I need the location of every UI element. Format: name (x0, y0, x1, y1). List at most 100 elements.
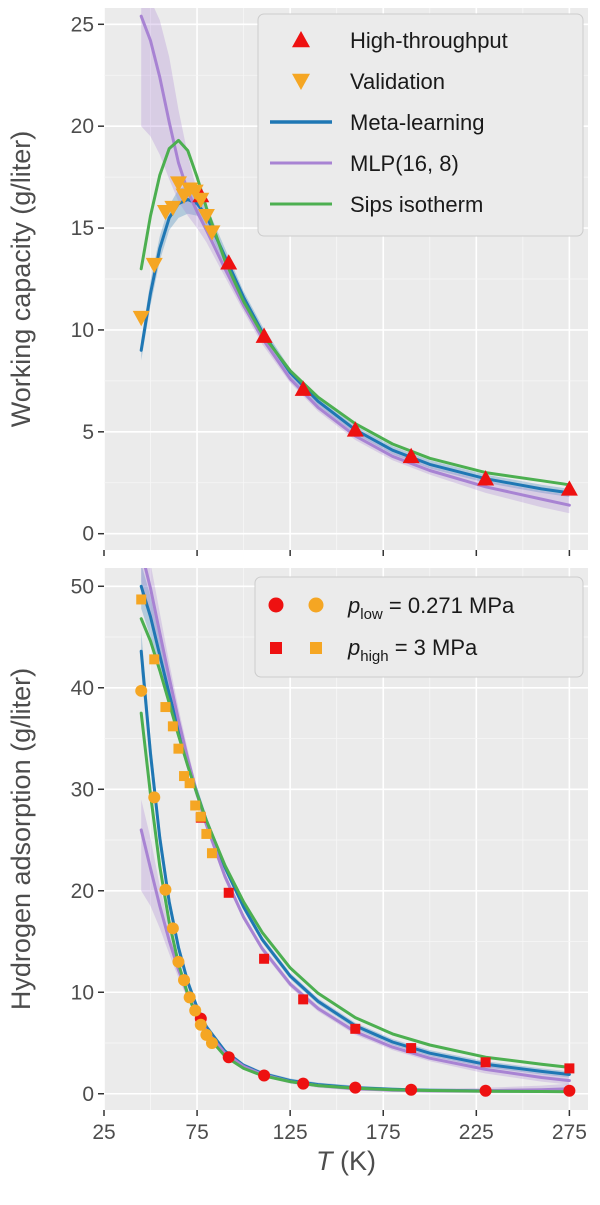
bottom-axes: 0 10 20 30 40 50 25 75 125 175 225 275 (71, 575, 587, 1144)
legend-marker-plow-red (268, 597, 284, 613)
top-point-validation-1 (145, 257, 163, 274)
bottom-point-p-high-high-throughput-6 (480, 1057, 491, 1068)
bottom-point-p-high-high-throughput-1 (223, 887, 234, 898)
legend-plow-symbol: p (347, 593, 360, 618)
legend-label-validation: Validation (350, 69, 445, 94)
bottom-point-p-high-validation-2 (160, 702, 171, 713)
bottom-point-p-high-high-throughput-5 (406, 1043, 417, 1054)
bottom-point-p-high-validation-5 (179, 771, 190, 782)
bottom-line-meta-learning-p-high (139, 584, 571, 1076)
legend-phigh-symbol: p (347, 635, 360, 660)
bottom-point-p-high-high-throughput-3 (298, 994, 309, 1005)
top-point-validation-7 (186, 184, 204, 200)
bottom-y-tick-label-5: 50 (71, 575, 94, 598)
top-point-validation-0 (132, 310, 150, 327)
top-y-tick-label-1: 5 (82, 421, 94, 444)
bottom-line-mlp-p-high (143, 568, 571, 1083)
top-y-tick-label-5: 25 (71, 13, 94, 36)
top-y-tick-label-4: 20 (71, 115, 94, 138)
top-y-tick-label-3: 15 (71, 217, 94, 240)
top-legend: High-throughput Validation Meta-learning… (257, 13, 584, 237)
legend-marker-phigh-red (270, 642, 282, 654)
bottom-point-p-low-validation-2 (159, 883, 172, 896)
bottom-point-p-high-high-throughput-4 (350, 1023, 361, 1034)
bottom-point-p-low-high-throughput-4 (349, 1081, 362, 1094)
legend-label-sips: Sips isotherm (350, 192, 483, 217)
top-legend-frame (257, 13, 584, 237)
legend-marker-plow-orange (308, 597, 324, 613)
top-y-tick-label-0: 0 (82, 523, 94, 546)
bottom-x-tick-label-0: 25 (92, 1121, 115, 1144)
top-point-validation-8 (192, 192, 210, 209)
legend-label-high-throughput: High-throughput (350, 28, 508, 53)
top-point-validation-4 (169, 176, 187, 192)
bottom-y-tick-label-4: 40 (71, 677, 94, 700)
bottom-point-p-low-high-throughput-6 (479, 1084, 492, 1097)
legend-plow-value: = 0.271 MPa (383, 593, 515, 618)
bottom-point-p-high-validation-0 (136, 594, 147, 605)
legend-phigh-subscript: high (360, 648, 388, 665)
bottom-line-sips-p-low (139, 711, 571, 1094)
top-y-tick-label-2: 10 (71, 319, 94, 342)
bottom-point-p-low-validation-6 (183, 991, 196, 1004)
top-point-high-throughput-4 (346, 421, 364, 437)
bottom-point-p-high-validation-4 (173, 743, 184, 754)
legend-marker-validation (292, 73, 310, 90)
top-plot-area (132, 8, 578, 514)
bottom-y-tick-label-2: 20 (71, 880, 94, 903)
top-point-high-throughput-2 (255, 327, 273, 343)
x-axis-label: T (K) (316, 1146, 376, 1176)
x-axis-label-unit: (K) (333, 1146, 377, 1176)
legend-label-mlp: MLP(16, 8) (350, 151, 459, 176)
bottom-point-p-high-validation-9 (201, 828, 212, 839)
bottom-point-p-high-validation-7 (190, 800, 201, 811)
bottom-point-p-high-validation-8 (195, 811, 206, 822)
bottom-point-p-low-validation-5 (178, 974, 191, 987)
bottom-point-p-low-high-throughput-5 (405, 1083, 418, 1096)
legend-label-meta-learning: Meta-learning (350, 110, 485, 135)
bottom-point-p-high-high-throughput-7 (564, 1063, 575, 1074)
bottom-point-p-low-validation-8 (194, 1018, 207, 1031)
bottom-point-p-low-validation-3 (166, 922, 179, 935)
bottom-point-p-low-high-throughput-2 (258, 1069, 271, 1082)
legend-phigh-value: = 3 MPa (389, 635, 478, 660)
bottom-point-p-low-validation-0 (135, 684, 148, 697)
bottom-point-p-low-high-throughput-7 (563, 1084, 576, 1097)
bottom-x-tick-label-1: 75 (185, 1121, 208, 1144)
top-point-high-throughput-6 (477, 470, 495, 486)
bottom-point-p-low-validation-4 (172, 955, 185, 968)
top-line-sips-isotherm (139, 138, 571, 487)
bottom-x-tick-label-3: 175 (366, 1121, 401, 1144)
bottom-y-tick-label-1: 10 (71, 981, 94, 1004)
legend-marker-phigh-orange (310, 642, 322, 654)
bottom-point-p-high-high-throughput-2 (259, 953, 270, 964)
bottom-legend: plow = 0.271 MPa phigh = 3 MPa (254, 576, 584, 678)
bottom-point-p-high-validation-6 (184, 778, 195, 789)
bottom-x-tick-label-5: 275 (552, 1121, 587, 1144)
bottom-x-tick-label-4: 225 (459, 1121, 494, 1144)
top-line-meta-learning (139, 198, 571, 495)
bottom-point-p-low-validation-1 (148, 791, 161, 804)
legend-label-plow: plow = 0.271 MPa (347, 593, 515, 623)
bottom-y-axis-label: Hydrogen adsorption (g/liter) (6, 668, 36, 1010)
x-axis-label-symbol: T (316, 1146, 335, 1176)
bottom-y-tick-label-0: 0 (82, 1083, 94, 1106)
bottom-point-p-high-validation-10 (206, 848, 217, 859)
top-point-high-throughput-5 (402, 447, 420, 464)
top-point-high-throughput-7 (560, 480, 578, 496)
bottom-point-p-low-validation-10 (205, 1037, 218, 1050)
top-axes: 0 5 10 15 20 25 (71, 13, 571, 556)
bottom-point-p-high-validation-1 (149, 654, 160, 665)
bottom-point-p-high-validation-3 (167, 721, 178, 732)
bottom-point-p-low-high-throughput-1 (222, 1051, 235, 1064)
bottom-plot-area (135, 568, 576, 1097)
legend-marker-high-throughput (292, 31, 310, 48)
top-point-high-throughput-1 (220, 254, 238, 270)
top-y-axis-label: Working capacity (g/liter) (6, 131, 36, 428)
top-point-validation-9 (197, 209, 215, 225)
bottom-point-p-low-high-throughput-3 (297, 1077, 310, 1090)
legend-plow-subscript: low (360, 606, 383, 623)
top-line-mlp-16-8 (139, 14, 571, 507)
top-point-validation-10 (203, 225, 221, 241)
